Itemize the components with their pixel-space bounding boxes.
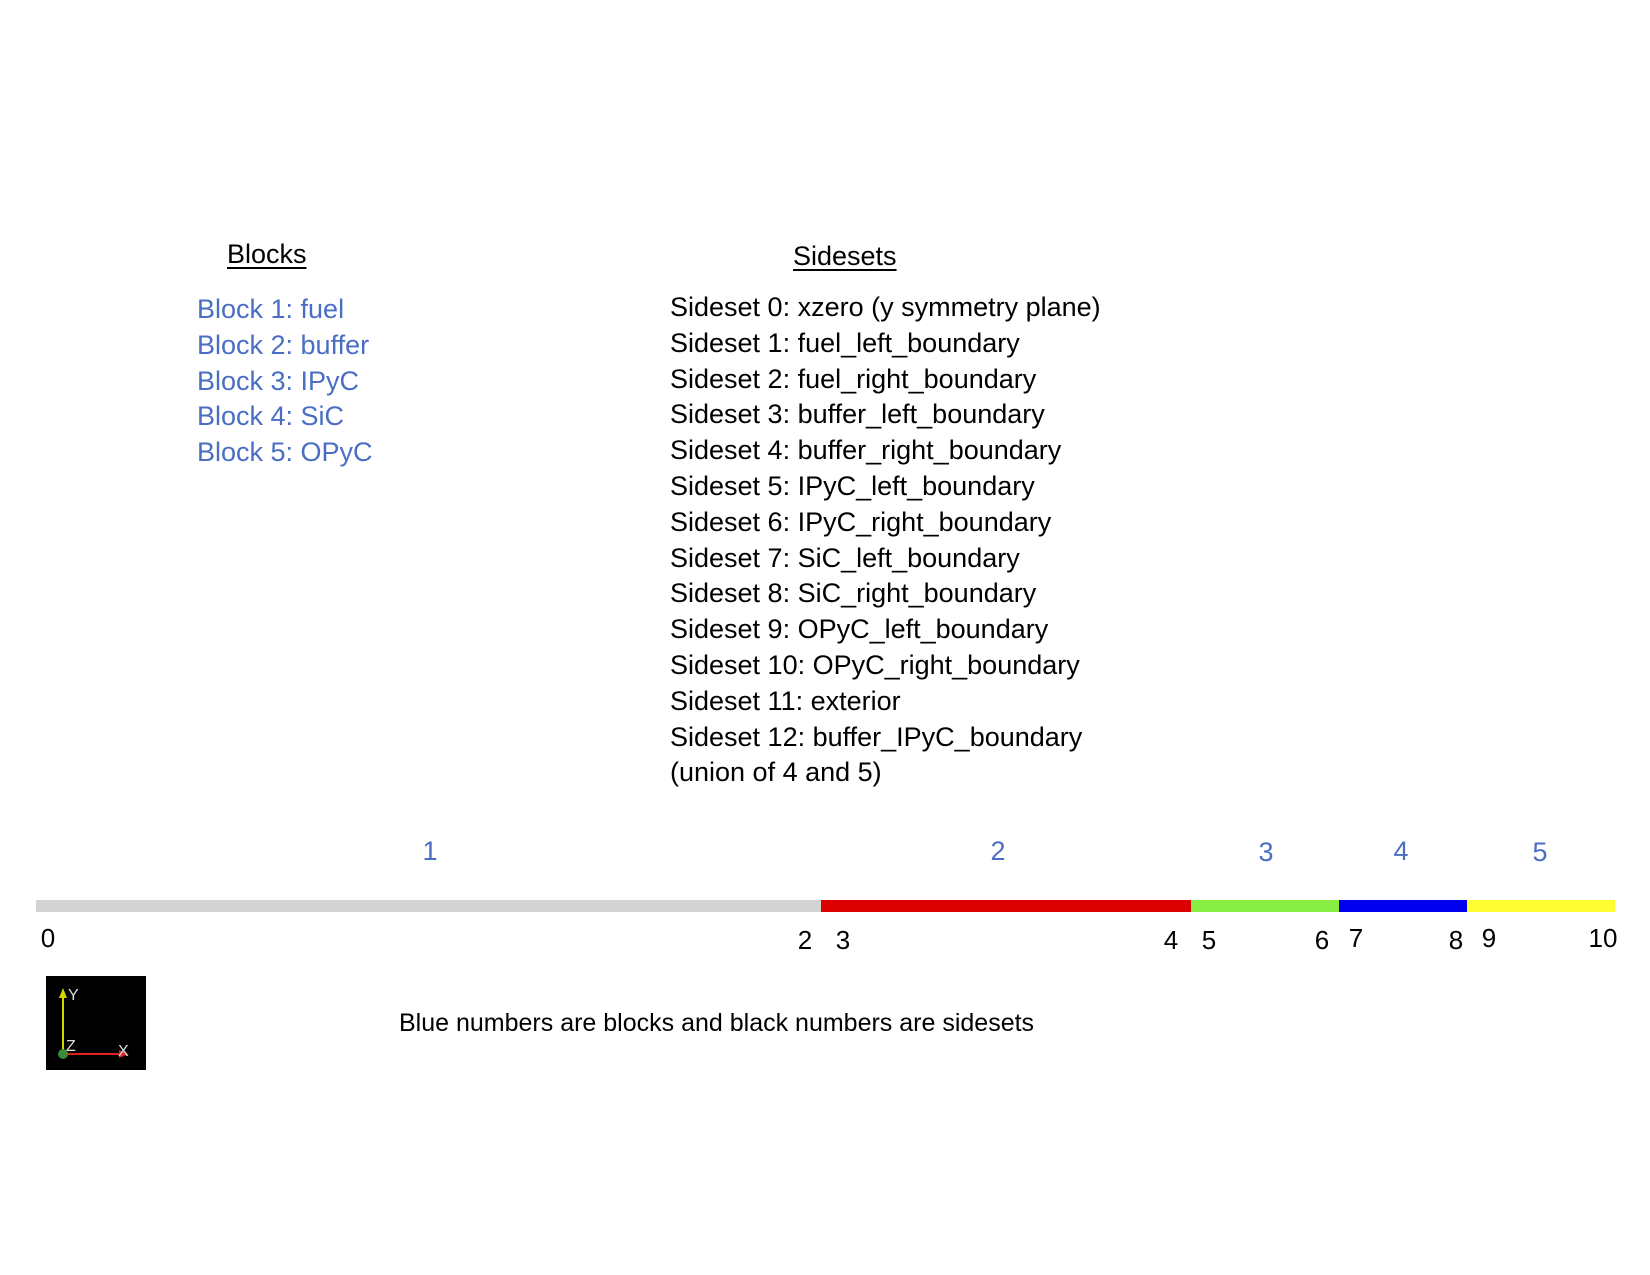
segment-block-4 [1339,900,1467,912]
block-number-label: 4 [1393,836,1408,866]
block-labels: 1 2 3 4 5 [422,836,1547,867]
block-item: Block 5: OPyC [197,437,373,468]
segment-block-2 [821,900,1191,912]
sideset-number-label: 7 [1349,923,1363,953]
sideset-number-label: 3 [836,925,850,955]
z-axis-label: Z [66,1038,76,1055]
block-number-label: 3 [1258,837,1273,867]
z-axis-dot-icon [58,1049,68,1059]
sideset-item: Sideset 9: OPyC_left_boundary [670,614,1049,645]
sideset-number-label: 8 [1449,925,1463,955]
sideset-labels: 0 2 3 4 5 6 7 8 9 10 [41,923,1618,955]
sideset-item: Sideset 12: buffer_IPyC_boundary [670,721,1083,752]
sideset-number-label: 2 [798,925,812,955]
sideset-number-label: 0 [41,923,55,953]
sideset-item: Sideset 3: buffer_left_boundary [670,399,1045,430]
sideset-item: Sideset 2: fuel_right_boundary [670,363,1037,394]
block-item: Block 4: SiC [197,401,345,432]
y-axis-arrow-icon [59,988,67,998]
block-number-label: 5 [1532,837,1547,867]
axes-orientation-widget: Y Z X [46,976,146,1070]
legend-caption: Blue numbers are blocks and black number… [399,1009,1035,1037]
mesh-diagram: 1 2 3 4 5 0 2 3 4 5 6 7 8 9 10 [36,836,1618,955]
sideset-item: Sideset 5: IPyC_left_boundary [670,470,1035,501]
block-number-label: 2 [990,836,1005,866]
sideset-item: Sideset 6: IPyC_right_boundary [670,506,1052,537]
sideset-number-label: 10 [1589,923,1618,953]
segment-block-1 [36,900,821,912]
x-axis-label: X [118,1043,129,1060]
sideset-number-label: 5 [1202,925,1216,955]
sideset-item: Sideset 1: fuel_left_boundary [670,327,1020,358]
sideset-item: Sideset 11: exterior [670,685,901,716]
sideset-item: Sideset 10: OPyC_right_boundary [670,649,1080,680]
sideset-item: Sideset 4: buffer_right_boundary [670,435,1062,466]
x-axis-arrow-icon [119,1050,129,1058]
segment-block-5 [1467,900,1615,912]
segment-block-3 [1191,900,1339,912]
sideset-item: Sideset 8: SiC_right_boundary [670,578,1037,609]
sideset-number-label: 6 [1315,925,1329,955]
block-item: Block 1: fuel [197,294,345,324]
sideset-list: Sideset 0: xzero (y symmetry plane) Side… [670,290,1101,791]
sidesets-heading: Sidesets [793,241,897,271]
y-axis-label: Y [68,987,79,1004]
mesh-segments [36,900,1615,912]
block-item: Block 3: IPyC [197,365,360,396]
sideset-item: (union of 4 and 5) [670,757,882,788]
sideset-number-label: 4 [1164,925,1178,955]
block-list: Block 1: fuel Block 2: buffer Block 3: I… [197,292,373,471]
sideset-item: Sideset 0: xzero (y symmetry plane) [670,292,1101,322]
sideset-number-label: 9 [1482,923,1496,953]
block-number-label: 1 [422,836,437,866]
block-item: Block 2: buffer [197,329,370,360]
sideset-item: Sideset 7: SiC_left_boundary [670,542,1020,573]
blocks-heading: Blocks [227,239,307,269]
